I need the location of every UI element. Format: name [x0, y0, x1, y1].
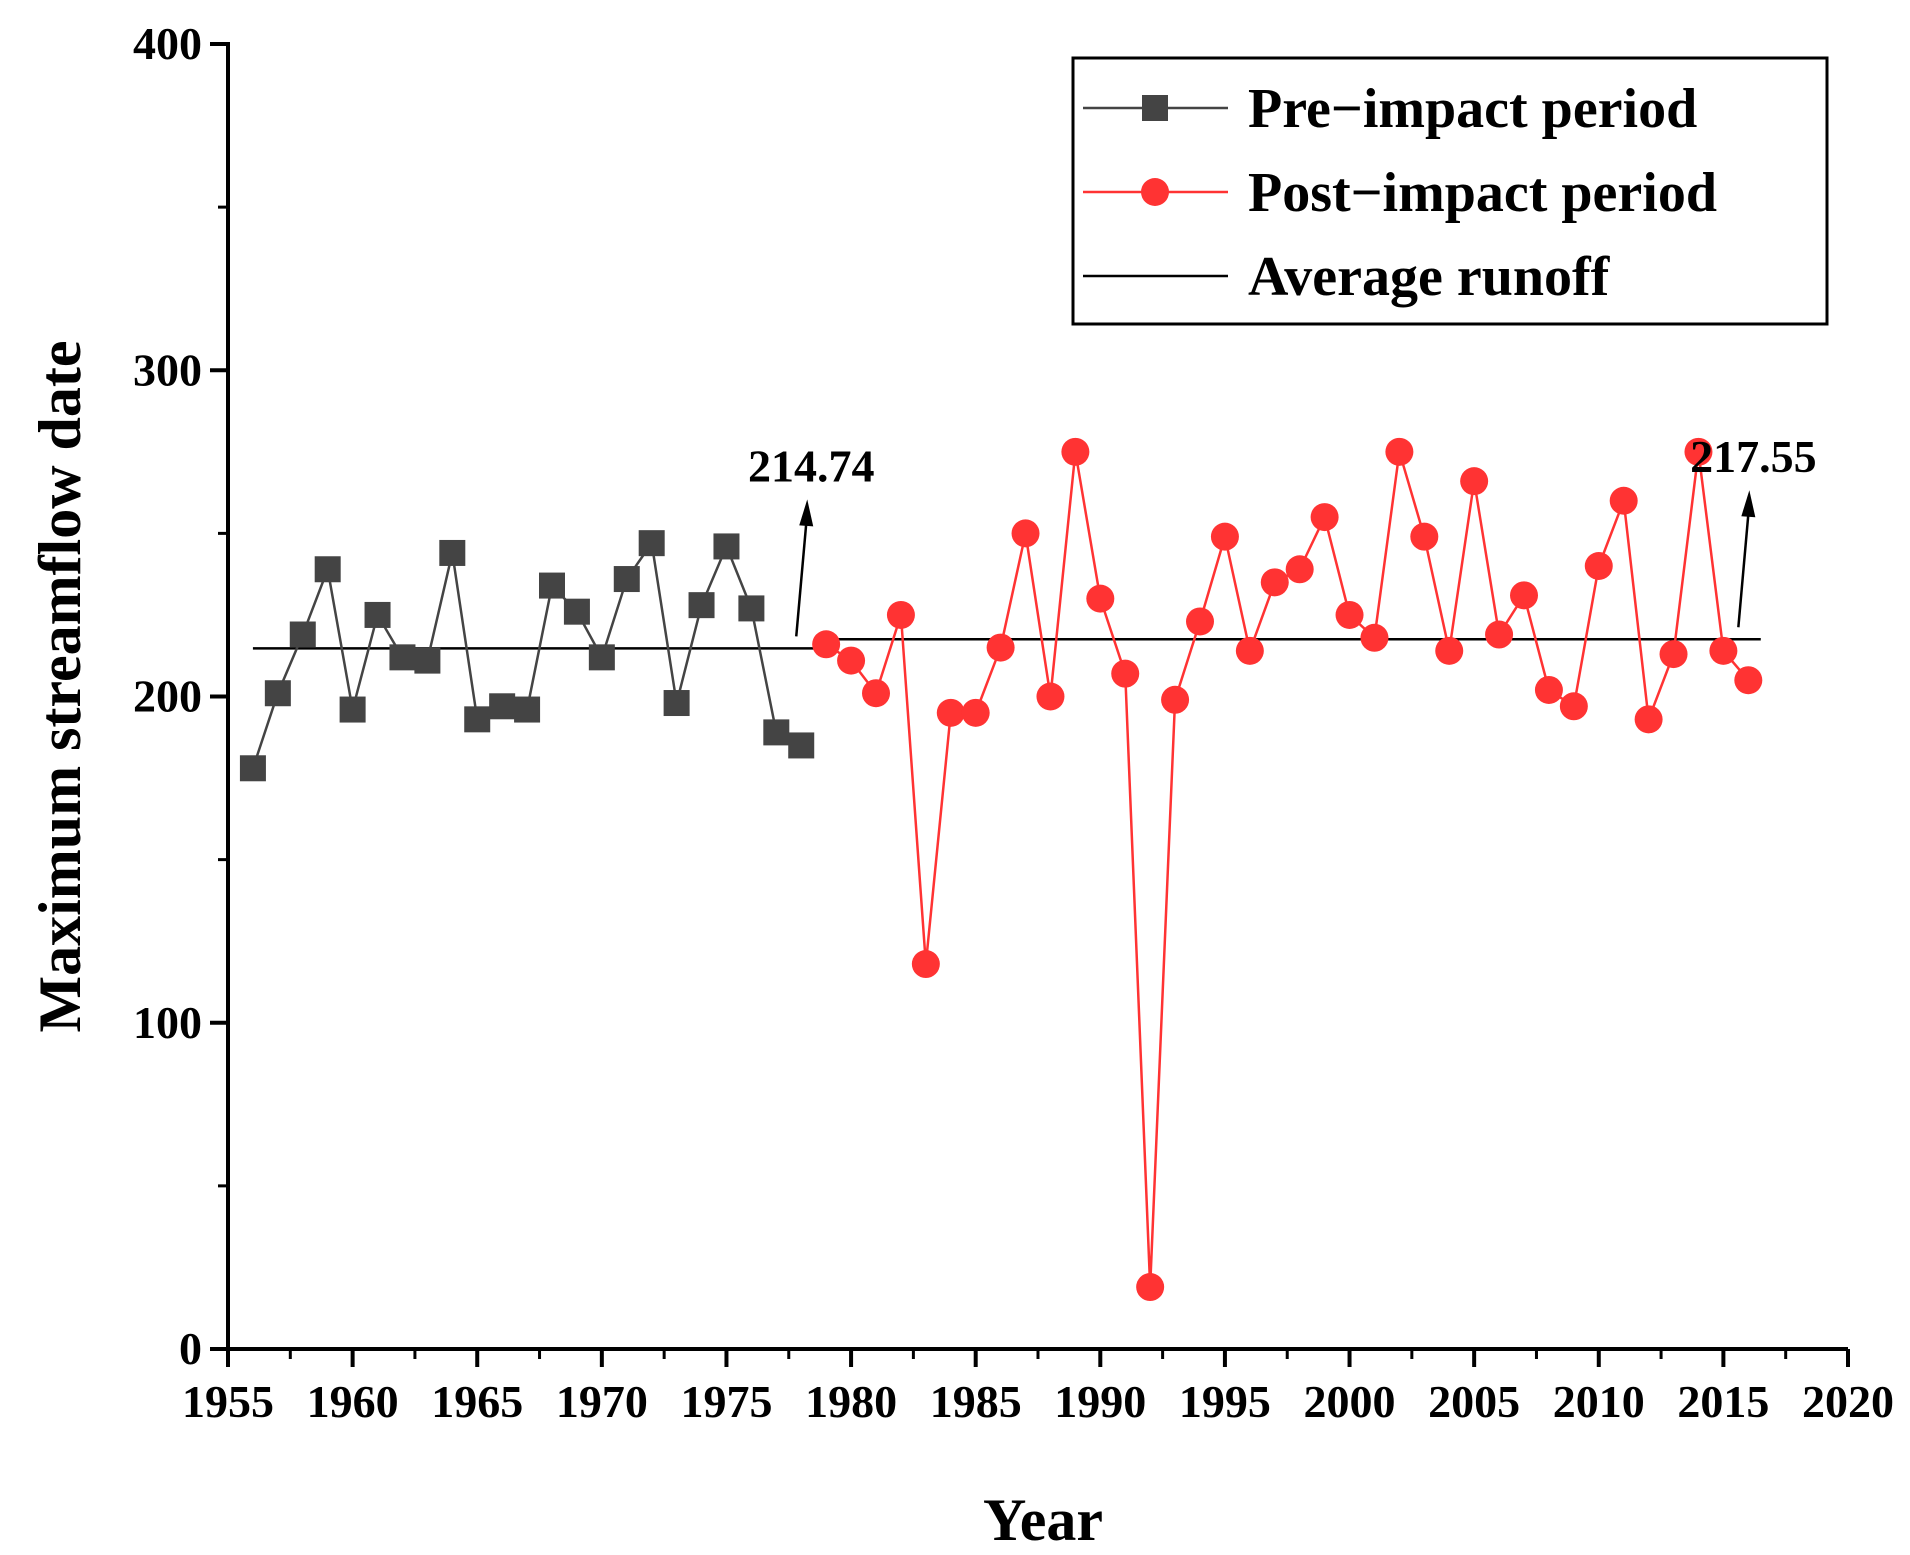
data-point-post [961, 698, 990, 727]
data-point-post [1460, 467, 1489, 496]
annotation-arrow [1737, 514, 1750, 628]
data-point-post [862, 679, 890, 708]
data-point-pre [563, 598, 590, 625]
x-axis-title: Year [983, 1487, 1103, 1553]
data-point-post [1235, 636, 1264, 665]
y-tick-label: 300 [133, 344, 202, 395]
x-tick-label: 1960 [307, 1376, 399, 1427]
data-point-pre [414, 647, 441, 674]
legend: Pre−impact period Post−impact period Avera… [1071, 56, 1829, 326]
x-tick-label: 1985 [930, 1376, 1022, 1427]
legend-marker-square [1142, 95, 1168, 121]
x-tick-label: 2010 [1553, 1376, 1645, 1427]
data-point-post [1310, 503, 1339, 532]
x-tick-label: 1955 [182, 1376, 274, 1427]
x-tick-label: 1970 [556, 1376, 648, 1427]
x-tick-label: 2020 [1802, 1376, 1894, 1427]
annotation-arrowhead [799, 499, 814, 527]
data-point-post [1335, 600, 1364, 629]
x-tick-label: 1980 [805, 1376, 897, 1427]
data-point-post [1559, 692, 1588, 721]
annotation-label: 217.55 [1690, 431, 1817, 482]
data-point-pre [688, 592, 715, 619]
x-tick-label: 2005 [1428, 1376, 1520, 1427]
data-point-pre [389, 644, 416, 671]
annotation-arrow [795, 523, 808, 637]
data-point-post [1161, 685, 1190, 714]
x-tick-label: 1975 [680, 1376, 772, 1427]
x-tick-label: 1990 [1054, 1376, 1146, 1427]
data-point-pre [539, 572, 565, 599]
data-point-pre [289, 621, 316, 648]
axes: 0 100 200 300 400 1955 1960 1965 1970 1975 1980 198… [27, 18, 1894, 1553]
x-tick-label: 2015 [1677, 1376, 1769, 1427]
y-axis-title: Maximum streamflow date [27, 340, 93, 1032]
data-point-pre [464, 706, 491, 733]
data-point-post [1061, 437, 1090, 466]
data-point-pre [314, 556, 341, 583]
data-point-post [886, 600, 915, 629]
data-point-pre [638, 530, 665, 557]
data-point-post [1410, 522, 1439, 551]
data-point-pre [613, 566, 640, 593]
data-point-post [1435, 636, 1464, 665]
x-tick-label: 1965 [431, 1376, 523, 1427]
data-point-post [1186, 607, 1214, 636]
data-point-post [1609, 486, 1638, 515]
data-point-pre [788, 732, 815, 759]
data-point-post [1285, 555, 1314, 584]
y-tick-label: 100 [133, 997, 202, 1048]
data-point-pre [489, 693, 516, 720]
data-point-post [1086, 584, 1115, 613]
data-point-post [1111, 659, 1140, 688]
data-point-post [1584, 552, 1613, 580]
data-point-pre [439, 539, 466, 566]
data-point-post [1510, 581, 1538, 610]
data-point-post [1136, 1273, 1165, 1302]
legend-marker-circle [1141, 178, 1169, 206]
average-lines [252, 637, 1761, 650]
data-point-post [1360, 623, 1389, 652]
data-point-pre [588, 644, 615, 671]
data-point-post [936, 698, 965, 727]
data-point-pre [738, 595, 765, 622]
data-point-post [1534, 675, 1563, 704]
data-point-post [1210, 522, 1239, 551]
data-point-post [1385, 437, 1414, 466]
data-point-pre [364, 601, 391, 628]
data-point-post [1659, 640, 1688, 669]
data-point-post [911, 950, 940, 979]
y-tick-label: 400 [133, 18, 202, 69]
data-point-pre [763, 719, 790, 746]
y-tick-label: 0 [179, 1323, 202, 1374]
data-point-post [1734, 666, 1763, 695]
data-point-post [1011, 519, 1040, 548]
annotation-arrowhead [1741, 490, 1756, 518]
data-point-post [1260, 568, 1289, 597]
legend-label: Average runoff [1248, 246, 1611, 308]
data-point-post [1634, 705, 1663, 734]
annotations: 214.74 217.55 [748, 431, 1817, 637]
series-layer [239, 437, 1763, 1302]
data-point-post [1485, 620, 1514, 649]
data-point-pre [264, 680, 291, 707]
data-point-pre [239, 755, 266, 782]
annotation-label: 214.74 [748, 440, 875, 491]
data-point-post [812, 630, 841, 659]
legend-label: Pre−impact period [1248, 78, 1697, 140]
x-tick-label: 2000 [1304, 1376, 1396, 1427]
legend-label: Post−impact period [1248, 162, 1717, 224]
data-point-post [1709, 636, 1738, 665]
data-point-post [837, 646, 866, 675]
data-point-pre [663, 690, 690, 717]
data-point-post [1684, 437, 1713, 466]
x-tick-label: 1995 [1179, 1376, 1271, 1427]
data-point-post [1036, 682, 1065, 711]
data-point-post [986, 633, 1015, 662]
y-tick-label: 200 [133, 671, 202, 722]
data-point-pre [514, 696, 541, 723]
data-point-pre [713, 533, 740, 560]
data-point-pre [339, 696, 366, 723]
